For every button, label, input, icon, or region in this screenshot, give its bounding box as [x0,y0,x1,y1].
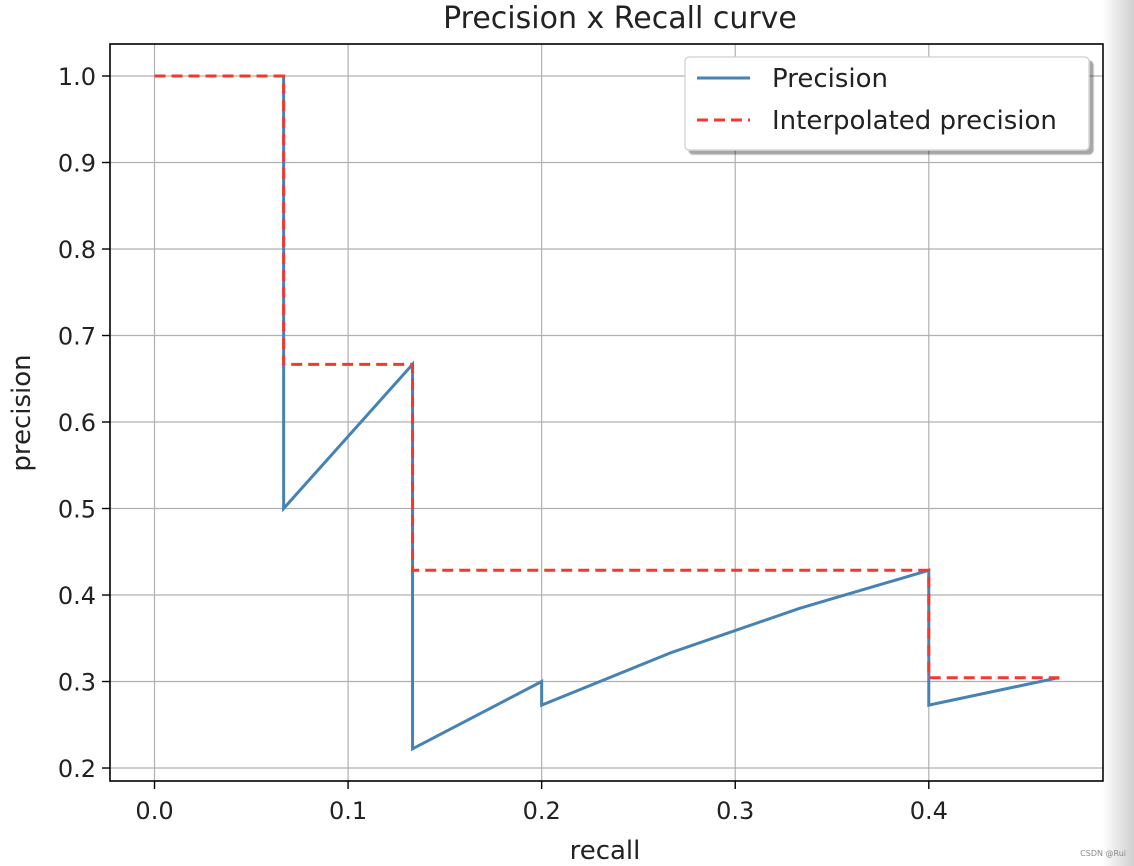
legend-label-interpolated: Interpolated precision [772,106,1057,136]
y-tick-label: 0.9 [58,150,96,178]
y-tick-label: 0.6 [58,409,96,437]
y-tick-label: 1.0 [58,63,96,91]
chart-title: Precision x Recall curve [443,1,797,36]
x-tick-label: 0.1 [329,797,367,825]
watermark: CSDN @Rui [1080,849,1126,858]
y-tick-label: 0.5 [58,496,96,524]
x-axis-ticks: 0.0 0.1 0.2 0.3 0.4 [135,781,948,825]
x-tick-label: 0.4 [910,797,948,825]
legend-label-precision: Precision [772,64,888,94]
y-axis-ticks: 0.2 0.3 0.4 0.5 0.6 0.7 0.8 0.9 1.0 [58,63,110,783]
y-tick-label: 0.2 [58,755,96,783]
series-layer [154,74,1060,752]
y-tick-label: 0.4 [58,582,96,610]
x-axis-label: recall [570,836,641,866]
series-line-interpolated-precision [154,74,1060,686]
x-tick-label: 0.0 [135,797,173,825]
x-tick-label: 0.3 [716,797,754,825]
y-tick-label: 0.8 [58,236,96,264]
y-axis-label: precision [7,354,37,471]
legend-box [684,56,1090,151]
x-tick-label: 0.2 [523,797,561,825]
legend: Precision Interpolated precision [684,56,1090,151]
y-tick-label: 0.3 [58,669,96,697]
y-tick-label: 0.7 [58,323,96,351]
plot-area [110,44,1103,781]
